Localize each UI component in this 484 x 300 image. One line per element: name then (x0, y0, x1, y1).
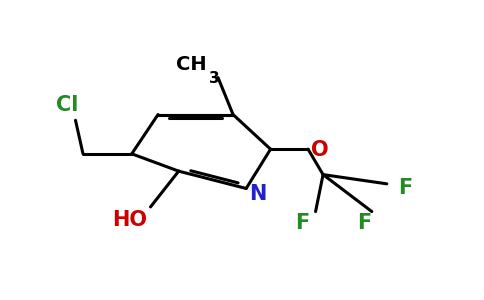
Text: CH: CH (176, 56, 207, 74)
Text: F: F (398, 178, 413, 199)
Text: F: F (357, 213, 371, 233)
Text: F: F (295, 213, 310, 233)
Text: O: O (311, 140, 328, 160)
Text: 3: 3 (209, 70, 219, 86)
Text: N: N (249, 184, 266, 203)
Text: HO: HO (112, 210, 148, 230)
Text: Cl: Cl (56, 95, 78, 115)
